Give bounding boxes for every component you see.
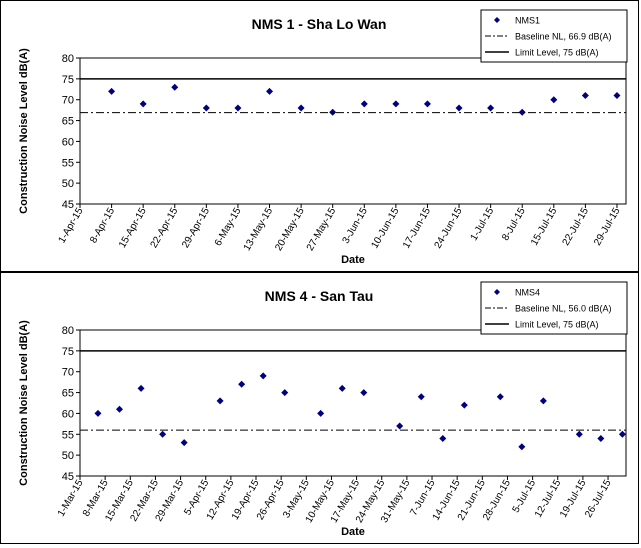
- data-point: [94, 409, 102, 417]
- data-point: [392, 100, 400, 108]
- x-tick-label: 10-Jun-15: [369, 206, 401, 251]
- y-tick-label: 55: [62, 429, 74, 441]
- x-tick-label: 8-Jul-15: [500, 206, 528, 243]
- y-tick-label: 50: [62, 450, 74, 462]
- y-tick-label: 70: [62, 95, 74, 107]
- y-tick-label: 50: [62, 178, 74, 190]
- data-point: [297, 104, 305, 112]
- data-point: [550, 96, 558, 104]
- x-tick-label: 15-Apr-15: [117, 206, 149, 250]
- chart-nms1: NMS 1 - Sha Lo Wan 45 50 55 60 65 70 75 80 1-Apr-…: [18, 9, 628, 266]
- data-point: [539, 397, 547, 405]
- data-point: [496, 393, 504, 401]
- data-point: [597, 434, 605, 442]
- y-tick-label: 80: [62, 53, 74, 65]
- x-tick-label: 29-Jul-15: [592, 206, 623, 248]
- data-point: [202, 104, 210, 112]
- data-point: [581, 92, 589, 100]
- y-tick-label: 45: [62, 471, 74, 483]
- data-point: [360, 389, 368, 397]
- data-point: [216, 397, 224, 405]
- chart-panel-nms1: NMS 1 - Sha Lo Wan 45 50 55 60 65 70 75 80 1-Apr-…: [0, 0, 639, 272]
- x-tick-label: 3-Jun-15: [341, 206, 370, 246]
- chart-title: NMS 4 - San Tau: [265, 288, 374, 304]
- data-point: [171, 83, 179, 91]
- x-tick-label: 27-May-15: [305, 206, 339, 253]
- data-point: [439, 434, 447, 442]
- legend-marker: [494, 17, 500, 23]
- data-point: [613, 92, 621, 100]
- chart-nms4: NMS 4 - San Tau45505560657075801-Mar-158…: [18, 281, 628, 538]
- data-point: [180, 439, 188, 447]
- data-point: [618, 430, 626, 438]
- y-axis-label: Construction Noise Level dB(A): [18, 48, 30, 214]
- legend-label: NMS4: [515, 288, 540, 298]
- x-tick-label: 8-Apr-15: [88, 206, 117, 246]
- y-tick-label: 65: [62, 116, 74, 128]
- legend-label: Baseline NL, 66.9 dB(A): [515, 32, 612, 42]
- data-point: [116, 405, 124, 413]
- x-tick-label: 13-May-15: [242, 206, 276, 253]
- y-axis-label: Construction Noise Level dB(A): [18, 320, 30, 486]
- y-tick-label: 70: [62, 367, 74, 379]
- x-tick-label: 6-May-15: [213, 206, 244, 248]
- data-point: [518, 108, 526, 116]
- data-point: [238, 380, 246, 388]
- plot-area: [79, 57, 627, 205]
- data-point: [108, 87, 116, 95]
- data-point: [137, 384, 145, 392]
- x-tick-label: 20-May-15: [273, 206, 307, 253]
- y-tick-label: 45: [62, 199, 74, 211]
- x-tick-label: 22-Jul-15: [561, 206, 592, 248]
- x-tick-label: 17-Jun-15: [401, 206, 433, 251]
- y-tick-label: 75: [62, 74, 74, 86]
- data-point: [455, 104, 463, 112]
- x-tick-label: 1-Apr-15: [57, 206, 86, 246]
- x-tick-label: 15-Jul-15: [529, 206, 560, 248]
- legend-label: Limit Level, 75 dB(A): [515, 48, 599, 58]
- y-tick-label: 65: [62, 388, 74, 400]
- data-point: [159, 430, 167, 438]
- y-tick-label: 60: [62, 408, 74, 420]
- x-tick-label: 29-Apr-15: [180, 206, 212, 250]
- data-point: [575, 430, 583, 438]
- x-tick-label: 1-Jul-15: [469, 206, 497, 243]
- x-tick-label: 24-Jun-15: [433, 206, 465, 251]
- data-point: [139, 100, 147, 108]
- plot-area: [79, 329, 627, 477]
- legend-label: Limit Level, 75 dB(A): [515, 320, 599, 330]
- data-point: [338, 384, 346, 392]
- data-point: [460, 401, 468, 409]
- chart-panel-nms4: NMS 4 - San Tau 45 50 55 60 65 70 75 80 1-Mar-15 8…: [0, 272, 639, 544]
- data-point: [259, 372, 267, 380]
- legend-label: NMS1: [515, 16, 540, 26]
- data-point: [423, 100, 431, 108]
- legend-marker: [494, 289, 500, 295]
- legend-label: Baseline NL, 56.0 dB(A): [515, 304, 612, 314]
- data-point: [487, 104, 495, 112]
- data-point: [317, 409, 325, 417]
- data-point: [417, 393, 425, 401]
- data-point: [360, 100, 368, 108]
- data-point: [266, 87, 274, 95]
- y-tick-label: 55: [62, 157, 74, 169]
- data-point: [234, 104, 242, 112]
- x-tick-label: 5-Jul-15: [511, 478, 539, 515]
- y-tick-label: 75: [62, 346, 74, 358]
- x-axis-label: Date: [341, 526, 365, 538]
- y-tick-label: 60: [62, 136, 74, 148]
- x-axis-label: Date: [341, 254, 365, 266]
- data-point: [518, 443, 526, 451]
- x-tick-label: 22-Apr-15: [149, 206, 181, 250]
- data-point: [281, 389, 289, 397]
- y-tick-label: 80: [62, 325, 74, 337]
- data-point: [396, 422, 404, 430]
- chart-title: NMS 1 - Sha Lo Wan: [252, 16, 387, 32]
